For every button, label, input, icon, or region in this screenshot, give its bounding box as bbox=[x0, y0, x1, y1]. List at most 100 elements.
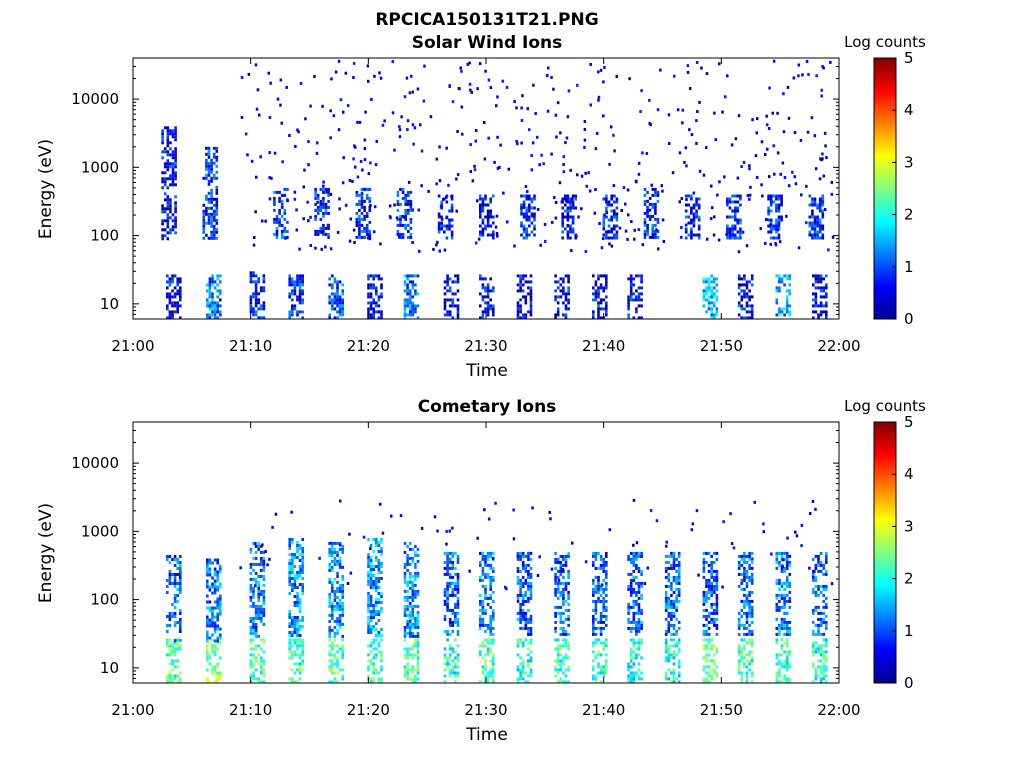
spectrogram-cell bbox=[564, 608, 568, 612]
spectrogram-cell bbox=[176, 573, 179, 576]
spectrogram-cell bbox=[635, 310, 638, 314]
spectrogram-cell bbox=[554, 629, 557, 633]
spectrogram-cell bbox=[822, 66, 825, 70]
spectrogram-cell bbox=[393, 148, 396, 152]
spectrogram-cell bbox=[380, 653, 383, 657]
spectrogram-cell bbox=[610, 125, 613, 129]
spectrogram-cell bbox=[456, 280, 460, 284]
spectrogram-cell bbox=[296, 601, 299, 604]
spectrogram-cell bbox=[174, 156, 177, 160]
spectrogram-cell bbox=[179, 576, 182, 579]
spectrogram-cell bbox=[445, 224, 449, 228]
spectrogram-cell bbox=[710, 572, 713, 576]
spectrogram-cell bbox=[208, 558, 212, 562]
spectrogram-cell bbox=[627, 665, 630, 669]
spectrogram-cell bbox=[451, 304, 455, 308]
spectrogram-cell bbox=[291, 668, 294, 672]
spectrogram-cell bbox=[705, 286, 708, 290]
spectrogram-cell bbox=[821, 197, 825, 201]
spectrogram-cell bbox=[293, 565, 297, 568]
spectrogram-cell bbox=[740, 659, 744, 663]
spectrogram-cell bbox=[171, 295, 174, 299]
spectrogram-cell bbox=[783, 599, 786, 603]
spectrogram-cell bbox=[525, 236, 528, 240]
spectrogram-cell bbox=[748, 551, 751, 555]
spectrogram-cell bbox=[213, 588, 217, 592]
spectrogram-cell bbox=[168, 677, 172, 681]
spectrogram-cell bbox=[404, 217, 407, 221]
spectrogram-cell bbox=[529, 295, 533, 299]
spectrogram-cell bbox=[530, 230, 534, 234]
spectrogram-cell bbox=[599, 599, 603, 603]
spectrogram-cell bbox=[202, 212, 206, 216]
spectrogram-cell bbox=[298, 656, 302, 660]
spectrogram-cell bbox=[443, 587, 447, 591]
spectrogram-cell bbox=[613, 194, 616, 198]
spectrogram-cell bbox=[369, 301, 373, 305]
spectrogram-cell bbox=[516, 289, 520, 293]
spectrogram-cell bbox=[529, 575, 533, 579]
spectrogram-cell bbox=[629, 557, 633, 561]
spectrogram-cell bbox=[637, 298, 641, 302]
spectrogram-cell bbox=[254, 304, 258, 308]
spectrogram-cell bbox=[254, 631, 258, 635]
spectrogram-cell bbox=[778, 599, 781, 603]
spectrogram-cell bbox=[492, 599, 495, 603]
spectrogram-cell bbox=[672, 563, 676, 567]
spectrogram-cell bbox=[448, 593, 452, 597]
spectrogram-cell bbox=[176, 283, 179, 287]
spectrogram-cell bbox=[179, 647, 182, 651]
spectrogram-cell bbox=[667, 575, 671, 579]
spectrogram-cell bbox=[740, 638, 744, 642]
spectrogram-cell bbox=[369, 562, 373, 565]
spectrogram-cell bbox=[409, 190, 413, 194]
spectrogram-cell bbox=[408, 653, 412, 657]
spectrogram-cell bbox=[664, 677, 668, 681]
spectrogram-cell bbox=[252, 568, 255, 572]
spectrogram-cell bbox=[705, 292, 708, 296]
spectrogram-cell bbox=[750, 674, 754, 678]
spectrogram-cell bbox=[629, 584, 633, 588]
spectrogram-cell bbox=[448, 617, 452, 621]
spectrogram-cell bbox=[163, 147, 167, 151]
spectrogram-cell bbox=[446, 569, 449, 573]
spectrogram-cell bbox=[468, 61, 471, 65]
spectrogram-cell bbox=[212, 212, 216, 216]
spectrogram-cell bbox=[479, 602, 482, 606]
spectrogram-cell bbox=[210, 206, 213, 210]
spectrogram-cell bbox=[489, 215, 492, 219]
spectrogram-cell bbox=[558, 181, 562, 185]
spectrogram-cell bbox=[213, 621, 217, 625]
spectrogram-cell bbox=[567, 623, 570, 627]
spectrogram-cell bbox=[406, 298, 409, 302]
spectrogram-cell bbox=[288, 580, 291, 583]
spectrogram-cell bbox=[713, 659, 716, 663]
spectrogram-cell bbox=[168, 573, 172, 576]
spectrogram-cell bbox=[529, 581, 533, 585]
spectrogram-cell bbox=[216, 639, 219, 643]
spectrogram-cell bbox=[416, 631, 420, 635]
spectrogram-cell bbox=[740, 563, 744, 567]
spectrogram-cell bbox=[169, 177, 172, 181]
spectrogram-cell bbox=[492, 215, 495, 219]
spectrogram-cell bbox=[477, 237, 481, 241]
spectrogram-cell bbox=[811, 227, 814, 231]
spectrogram-cell bbox=[301, 644, 304, 648]
spectrogram-cell bbox=[168, 313, 172, 317]
spectrogram-cell bbox=[173, 677, 177, 681]
spectrogram-cell bbox=[174, 210, 177, 214]
spectrogram-cell bbox=[456, 560, 460, 564]
spectrogram-cell bbox=[307, 163, 310, 167]
spectrogram-cell bbox=[551, 220, 554, 224]
spectrogram-cell bbox=[597, 295, 600, 299]
spectrogram-cell bbox=[707, 569, 711, 573]
spectrogram-cell bbox=[564, 638, 568, 642]
spectrogram-cell bbox=[210, 158, 213, 162]
spectrogram-cell bbox=[369, 604, 373, 607]
spectrogram-cell bbox=[286, 187, 289, 191]
spectrogram-cell bbox=[358, 217, 361, 221]
spectrogram-cell bbox=[707, 665, 711, 669]
spectrogram-cell bbox=[355, 211, 359, 215]
spectrogram-cell bbox=[324, 202, 328, 206]
spectrogram-cell bbox=[219, 636, 222, 640]
